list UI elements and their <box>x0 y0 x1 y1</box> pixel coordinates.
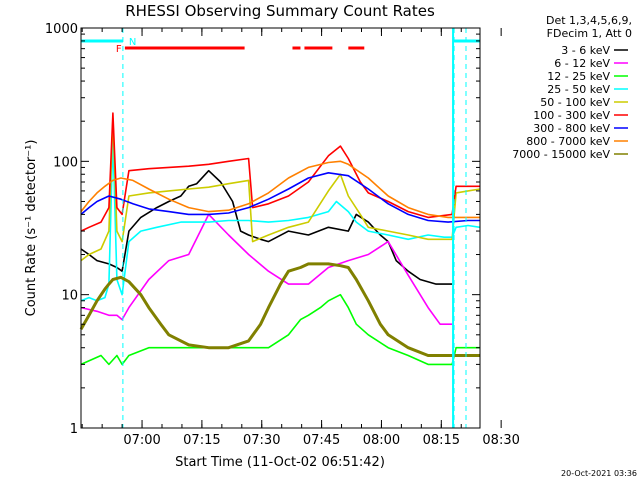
night-flag-label: N <box>129 37 136 48</box>
y-tick-label-4: 1000 <box>45 22 78 37</box>
legend-entry-9: 7000 - 15000 keV <box>512 148 610 161</box>
y-axis-label: Count Rate (s⁻¹ detector⁻¹) <box>24 140 39 317</box>
series-line-1 <box>80 169 453 285</box>
axis-layer: 07:00 07:15 07:30 07:45 08:00 08:15 08:30 1 10 10… <box>45 22 520 448</box>
series-line-2 <box>80 213 453 326</box>
legend-header-line-1: Det 1,3,4,5,6,9, <box>546 14 632 27</box>
series-line-8 <box>80 160 480 219</box>
series-line-6 <box>80 112 480 232</box>
legend-entry-5: 50 - 100 keV <box>540 96 610 109</box>
x-tick-label-6: 08:15 <box>423 433 460 448</box>
series-line-7 <box>80 172 480 223</box>
legend-entry-1: 3 - 6 keV <box>561 44 610 57</box>
legend-entry-6: 100 - 300 keV <box>533 109 610 122</box>
flare-flag-label: F <box>116 44 122 55</box>
timestamp: 20-Oct-2021 03:36 <box>561 469 637 478</box>
chart-title: RHESSI Observing Summary Count Rates <box>125 2 435 20</box>
y-tick-label-2: 10 <box>61 289 78 304</box>
legend-entry-2: 6 - 12 keV <box>554 57 610 70</box>
x-tick-label-2: 07:15 <box>183 433 220 448</box>
x-tick-label-4: 07:45 <box>303 433 340 448</box>
x-axis-label: Start Time (11-Oct-02 06:51:42) <box>175 455 385 470</box>
series-line-5 <box>80 117 481 262</box>
flag-layer: NF <box>81 28 480 428</box>
y-tick-label-1: 1 <box>70 422 78 437</box>
plot-frame <box>80 27 481 429</box>
y-tick-label-3: 100 <box>53 155 78 170</box>
x-tick-label-5: 08:00 <box>363 433 400 448</box>
legend: Det 1,3,4,5,6,9,FDecim 1, Att 0 3 - 6 keV… <box>512 14 632 161</box>
x-tick-label-7: 08:30 <box>482 433 519 448</box>
legend-entry-4: 25 - 50 keV <box>547 83 610 96</box>
legend-entry-3: 12 - 25 keV <box>547 70 610 83</box>
legend-entry-8: 800 - 7000 keV <box>526 135 610 148</box>
legend-entry-7: 300 - 800 keV <box>533 122 610 135</box>
legend-header-line-2: FDecim 1, Att 0 <box>547 27 632 40</box>
x-tick-label-1: 07:00 <box>123 433 160 448</box>
series-line-9 <box>79 262 480 357</box>
x-tick-label-3: 07:30 <box>243 433 280 448</box>
